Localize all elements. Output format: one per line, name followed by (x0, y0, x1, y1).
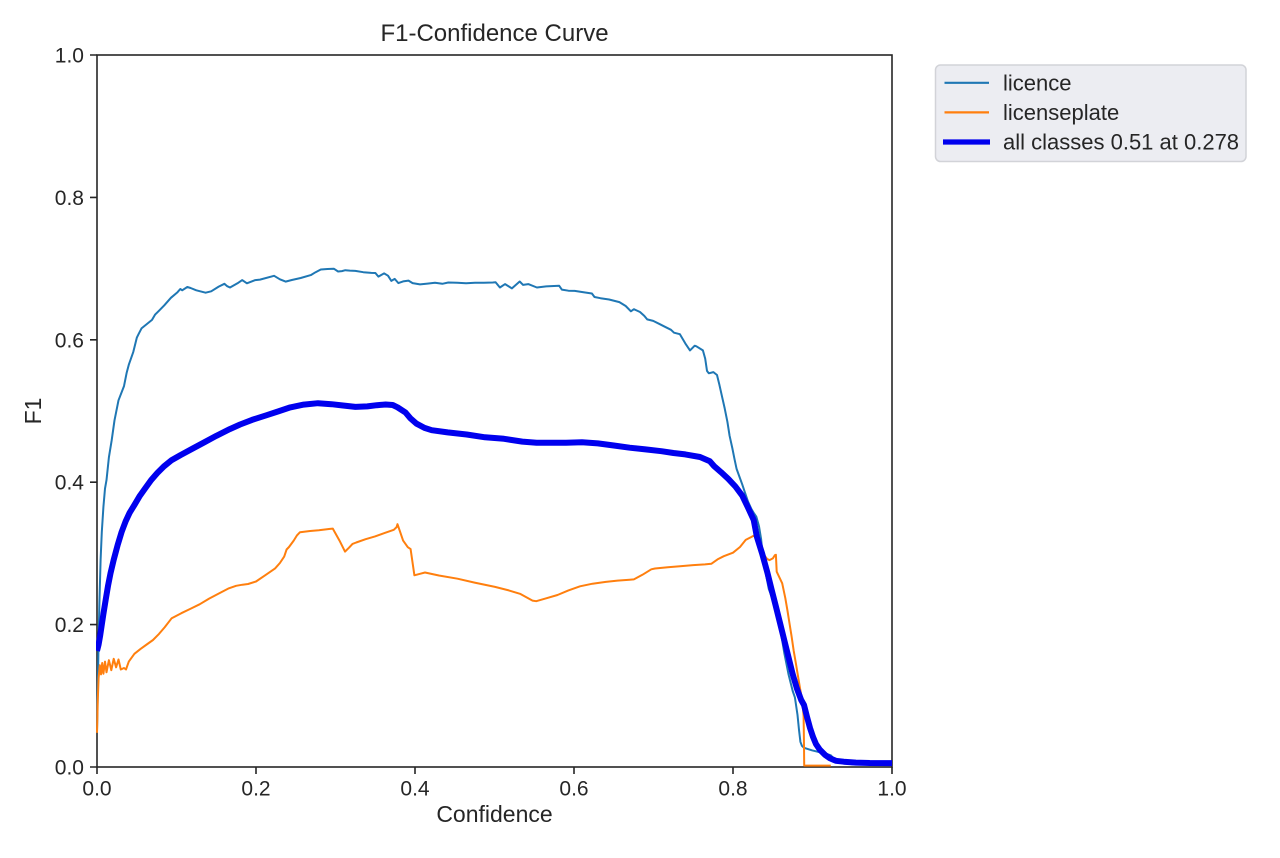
svg-text:0.6: 0.6 (559, 778, 588, 801)
svg-text:0.8: 0.8 (55, 187, 84, 210)
svg-text:0.4: 0.4 (55, 472, 85, 495)
svg-text:0.8: 0.8 (718, 778, 747, 801)
svg-text:0.0: 0.0 (55, 757, 84, 780)
svg-text:0.0: 0.0 (82, 778, 111, 801)
svg-text:all classes 0.51 at 0.278: all classes 0.51 at 0.278 (1003, 130, 1239, 155)
svg-text:F1-Confidence Curve: F1-Confidence Curve (380, 20, 608, 47)
svg-text:1.0: 1.0 (55, 45, 84, 68)
svg-text:0.4: 0.4 (400, 778, 430, 801)
svg-text:licenseplate: licenseplate (1003, 100, 1119, 125)
svg-text:1.0: 1.0 (877, 778, 906, 801)
svg-text:F1: F1 (20, 398, 46, 425)
svg-text:0.2: 0.2 (55, 614, 84, 637)
svg-text:0.2: 0.2 (241, 778, 270, 801)
svg-text:0.6: 0.6 (55, 329, 84, 352)
svg-text:Confidence: Confidence (436, 801, 552, 827)
svg-text:licence: licence (1003, 71, 1071, 96)
